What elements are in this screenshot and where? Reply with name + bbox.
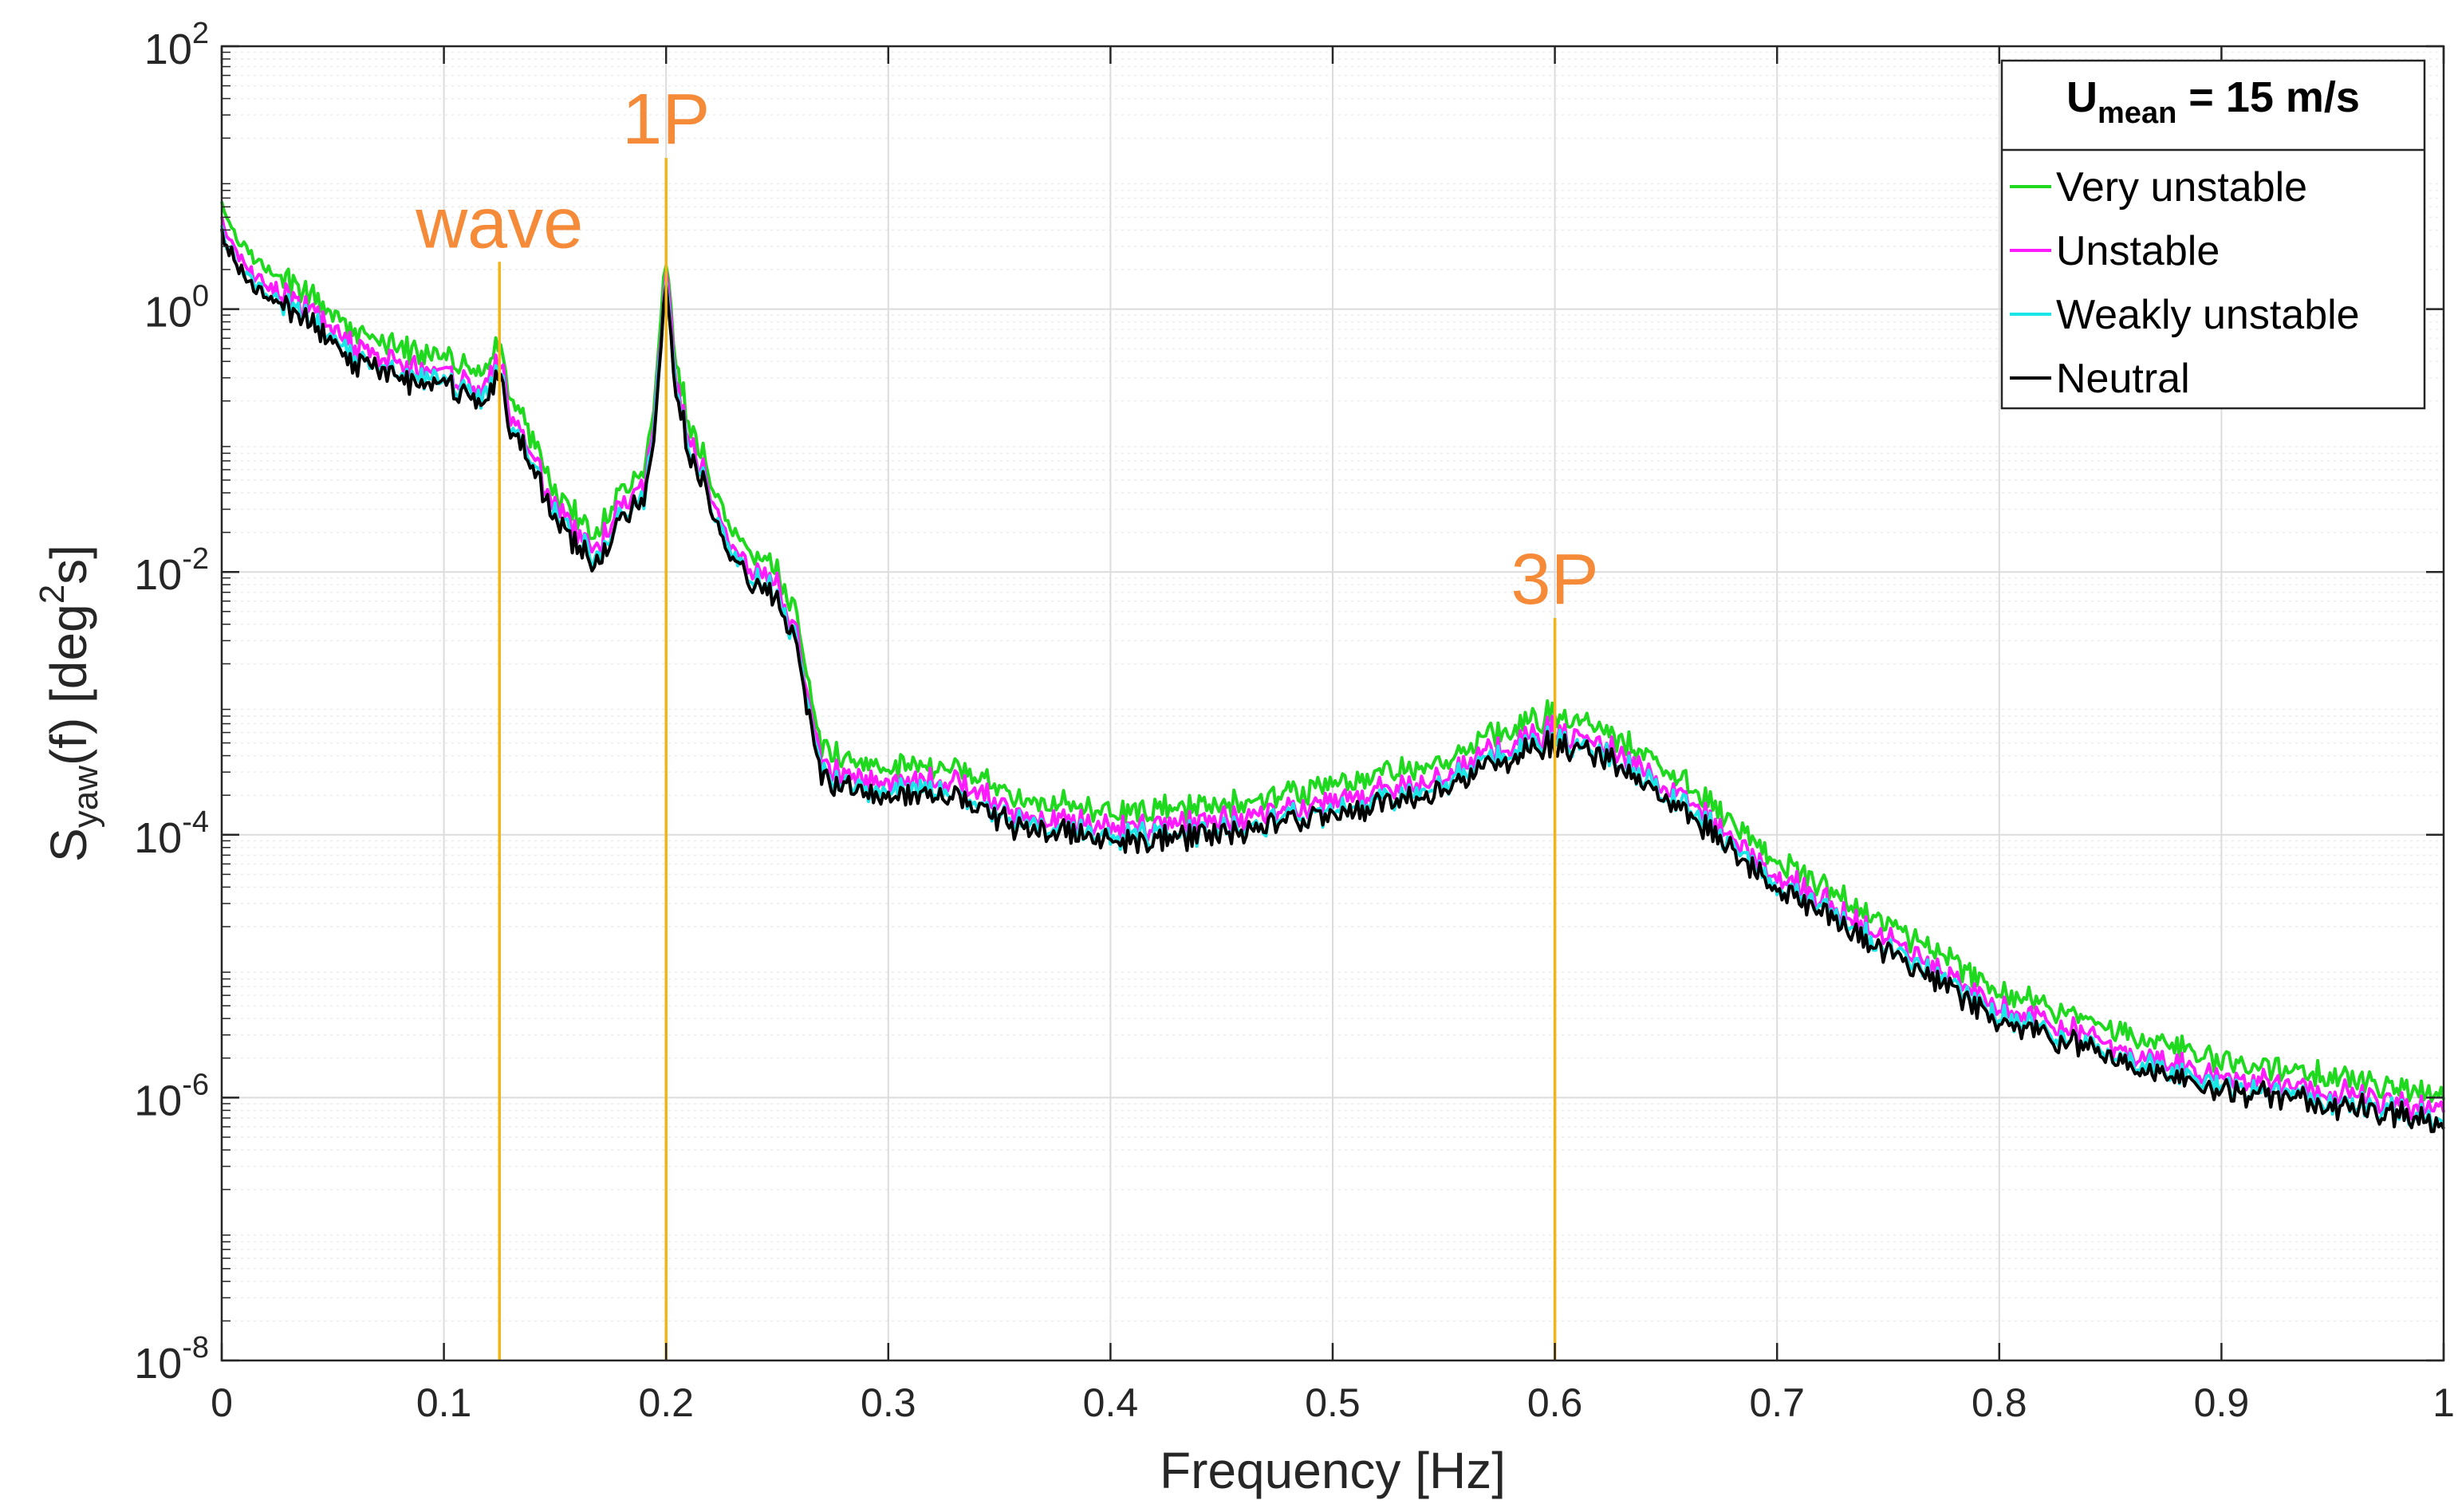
x-axis-label: Frequency [Hz] — [1160, 1442, 1506, 1499]
y-tick-label: 10-8 — [134, 1331, 209, 1388]
x-tick-label: 0.9 — [2194, 1380, 2250, 1425]
y-tick-label: 10-6 — [134, 1068, 209, 1124]
y-tick-label: 100 — [144, 280, 209, 337]
legend-entry-unstable: Unstable — [2056, 228, 2220, 274]
legend-entry-very-unstable: Very unstable — [2056, 164, 2307, 211]
legend-entry-neutral: Neutral — [2056, 356, 2190, 402]
series-line-very-unstable — [220, 201, 2445, 1103]
x-tick-label: 0.3 — [861, 1380, 916, 1425]
x-tick-label: 0.7 — [1749, 1380, 1805, 1425]
series-group — [220, 201, 2445, 1133]
legend-box — [2000, 59, 2426, 410]
annotation-1p: 1P — [622, 80, 710, 159]
legend-entry-weakly-unstable: Weakly unstable — [2056, 292, 2360, 338]
axis-ticks: 0 0.1 0.2 0.3 0.4 0.5 0.6 0.7 0.8 0.9 1 102 100 10-2 1… — [134, 17, 2455, 1425]
series-line-neutral — [220, 228, 2445, 1133]
x-tick-label: 0.8 — [1972, 1380, 2027, 1425]
x-tick-label: 0.6 — [1527, 1380, 1583, 1425]
annotation-3p: 3P — [1511, 540, 1599, 620]
y-tick-label: 102 — [144, 17, 209, 73]
legend: Umean = 15 m/s Very unstable Unstable Weak… — [2000, 59, 2426, 410]
legend-title: Umean = 15 m/s — [2066, 73, 2360, 130]
annotation-wave: wave — [415, 183, 583, 263]
y-tick-label: 10-4 — [134, 805, 209, 862]
annotation-markers: wave 1P 3P — [415, 80, 1599, 1360]
x-tick-label: 0.4 — [1083, 1380, 1139, 1425]
y-axis-label: Syaw(f) [deg2s] — [33, 545, 105, 862]
x-tick-label: 0.1 — [416, 1380, 472, 1425]
y-tick-label: 10-2 — [134, 542, 209, 599]
x-tick-label: 1 — [2432, 1380, 2455, 1425]
x-tick-label: 0 — [211, 1380, 233, 1425]
x-tick-label: 0.2 — [638, 1380, 694, 1425]
x-tick-label: 0.5 — [1305, 1380, 1361, 1425]
grid — [221, 45, 2444, 1361]
